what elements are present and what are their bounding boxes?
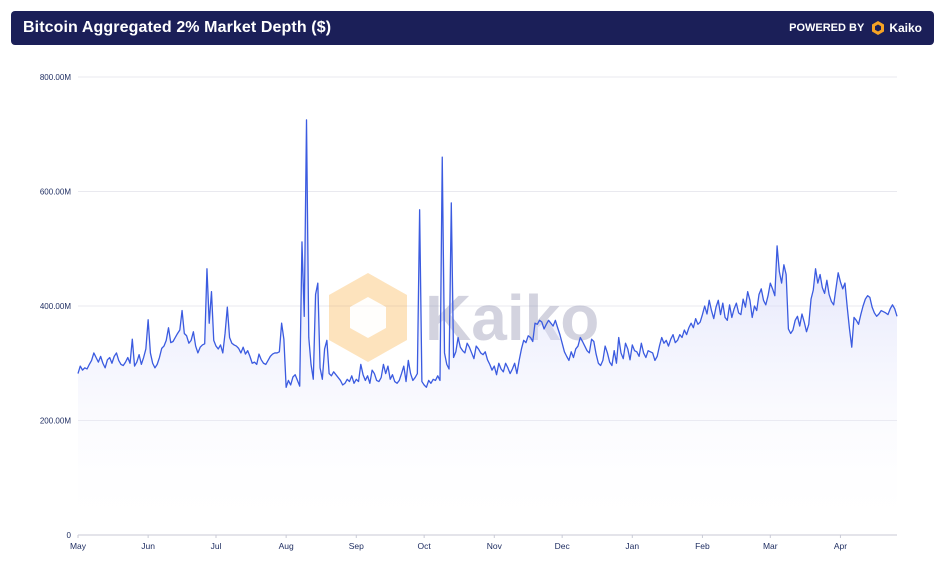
series-line <box>77 119 898 388</box>
kaiko-watermark: Kaiko <box>329 273 599 362</box>
x-tick-label: Dec <box>555 541 571 551</box>
x-tick-label: Mar <box>763 541 778 551</box>
x-tick-label: Nov <box>487 541 503 551</box>
kaiko-logo-icon <box>872 21 885 35</box>
x-tick-label: Jul <box>211 541 222 551</box>
powered-by: POWERED BY Kaiko <box>789 20 922 36</box>
y-tick-label: 200.00M <box>40 417 71 426</box>
x-tick-label: Apr <box>834 541 847 551</box>
x-tick-label: May <box>70 541 87 551</box>
brand-name: Kaiko <box>889 21 922 35</box>
area-fill <box>78 119 897 535</box>
brand: Kaiko <box>870 20 922 36</box>
watermark-logo-icon <box>329 273 407 362</box>
y-axis: 0 200.00M 400.00M 600.00M 800.00M <box>40 73 72 540</box>
y-tick-label: 400.00M <box>40 302 71 311</box>
x-axis: May Jun Jul Aug Sep Oct Nov Dec Jan Feb Mar Apr <box>70 534 897 551</box>
powered-by-label: POWERED BY <box>789 22 865 34</box>
x-tick-label: Jan <box>625 541 639 551</box>
x-tick-label: Aug <box>279 541 294 551</box>
y-tick-label: 800.00M <box>40 73 71 82</box>
x-tick-label: Jun <box>141 541 155 551</box>
y-tick-label: 0 <box>67 531 72 540</box>
x-tick-label: Feb <box>695 541 710 551</box>
market-depth-chart: Kaiko 0 200.00M 400.00M 600.00M 800.00M May J… <box>40 73 898 551</box>
chart-area: Kaiko 0 200.00M 400.00M 600.00M 800.00M May J… <box>0 50 939 567</box>
chart-header: Bitcoin Aggregated 2% Market Depth ($) P… <box>11 11 934 45</box>
x-tick-label: Sep <box>349 541 364 551</box>
watermark-text: Kaiko <box>425 282 599 354</box>
chart-title: Bitcoin Aggregated 2% Market Depth ($) <box>23 19 332 36</box>
area-series <box>77 119 898 535</box>
x-tick-label: Oct <box>418 541 432 551</box>
y-tick-label: 600.00M <box>40 188 71 197</box>
